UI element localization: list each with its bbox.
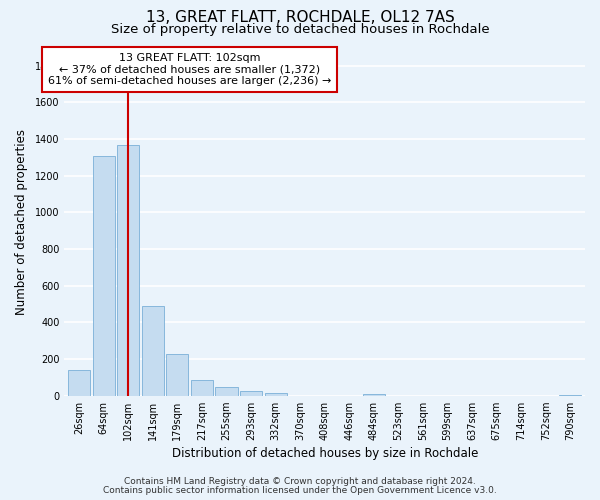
Text: Contains public sector information licensed under the Open Government Licence v3: Contains public sector information licen… — [103, 486, 497, 495]
Bar — [142, 306, 164, 396]
Bar — [92, 156, 115, 396]
Bar — [215, 386, 238, 396]
Bar — [68, 370, 90, 396]
Bar — [191, 380, 213, 396]
X-axis label: Distribution of detached houses by size in Rochdale: Distribution of detached houses by size … — [172, 447, 478, 460]
Bar — [265, 393, 287, 396]
Text: 13, GREAT FLATT, ROCHDALE, OL12 7AS: 13, GREAT FLATT, ROCHDALE, OL12 7AS — [146, 10, 454, 25]
Bar — [559, 395, 581, 396]
Text: Size of property relative to detached houses in Rochdale: Size of property relative to detached ho… — [110, 22, 490, 36]
Bar — [117, 144, 139, 396]
Bar — [363, 394, 385, 396]
Bar — [240, 391, 262, 396]
Y-axis label: Number of detached properties: Number of detached properties — [15, 128, 28, 314]
Bar — [166, 354, 188, 396]
Text: Contains HM Land Registry data © Crown copyright and database right 2024.: Contains HM Land Registry data © Crown c… — [124, 477, 476, 486]
Text: 13 GREAT FLATT: 102sqm
← 37% of detached houses are smaller (1,372)
61% of semi-: 13 GREAT FLATT: 102sqm ← 37% of detached… — [48, 53, 331, 86]
